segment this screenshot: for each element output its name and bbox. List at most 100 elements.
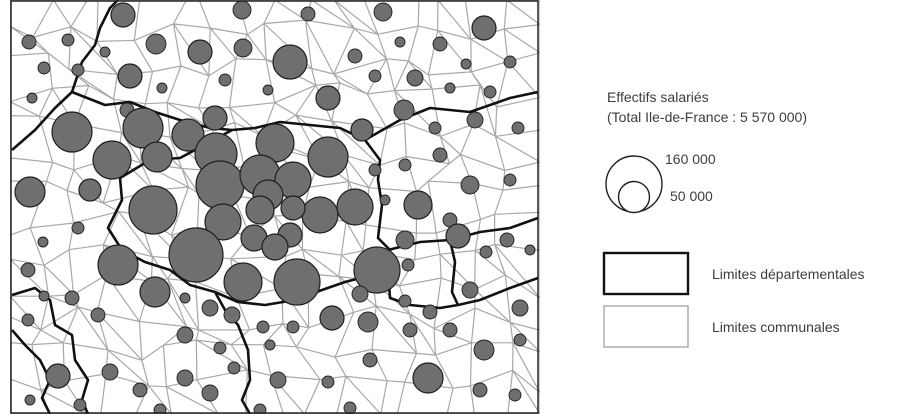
- employment-circle: [401, 258, 415, 272]
- employment-circles: [14, 0, 536, 414]
- employment-circle: [350, 118, 374, 142]
- legend-dept-label: Limites départementales: [712, 266, 865, 282]
- employment-circle: [223, 306, 241, 324]
- employment-circle: [45, 363, 71, 389]
- department-boundary-7: [457, 276, 539, 307]
- department-boundary-6: [386, 239, 460, 310]
- employment-circle: [460, 175, 480, 195]
- employment-circle: [201, 299, 219, 317]
- legend-title: Effectifs salariés: [607, 89, 709, 105]
- department-boundary-10: [11, 329, 52, 414]
- employment-circle: [202, 105, 228, 131]
- employment-circle: [179, 292, 191, 304]
- employment-circle: [319, 305, 345, 331]
- employment-circle: [398, 294, 412, 308]
- employment-circle: [444, 82, 456, 94]
- department-boundary-2: [11, 0, 119, 151]
- employment-circle: [466, 111, 484, 129]
- employment-circle: [357, 311, 379, 333]
- employment-circle: [472, 382, 488, 398]
- employment-circle: [176, 369, 194, 387]
- employment-circle: [37, 236, 49, 248]
- employment-circle: [132, 382, 148, 398]
- employment-circle: [64, 290, 80, 306]
- employment-circle: [51, 111, 93, 153]
- employment-circle: [422, 304, 438, 320]
- employment-circle: [153, 403, 167, 414]
- employment-circle: [511, 121, 525, 135]
- employment-circle: [145, 33, 167, 55]
- employment-circle: [368, 163, 382, 177]
- employment-circle: [300, 6, 316, 22]
- employment-circle: [78, 178, 102, 202]
- employment-circle: [432, 36, 448, 52]
- employment-circle: [92, 140, 132, 180]
- legend-size-small: 50 000: [670, 188, 713, 204]
- employment-circle: [73, 398, 87, 412]
- employment-circle: [273, 258, 321, 306]
- employment-circle: [90, 307, 106, 323]
- employment-circle: [353, 246, 401, 294]
- employment-circle: [97, 244, 139, 286]
- employment-circle: [336, 188, 374, 226]
- employment-circle: [122, 107, 164, 149]
- employment-circle: [218, 73, 232, 87]
- employment-circle: [117, 63, 143, 89]
- employment-circle: [99, 46, 111, 58]
- employment-circle: [403, 190, 433, 220]
- employment-circle: [362, 352, 378, 368]
- employment-circle: [269, 371, 287, 389]
- legend-circle-small: [617, 180, 651, 214]
- employment-circle: [307, 136, 349, 178]
- employment-circle: [264, 339, 276, 351]
- employment-circle: [412, 362, 444, 394]
- map-panel: [10, 0, 540, 414]
- employment-circle: [280, 195, 306, 221]
- employment-circle: [398, 158, 412, 172]
- department-boundary-9: [213, 291, 252, 414]
- employment-circle: [233, 38, 253, 58]
- employment-circle: [442, 322, 458, 338]
- employment-circle: [110, 2, 136, 28]
- employment-circle: [473, 339, 495, 361]
- employment-circle: [71, 63, 85, 77]
- employment-circle: [223, 262, 263, 302]
- employment-circle: [432, 147, 448, 163]
- employment-circle: [14, 176, 46, 208]
- employment-circle: [321, 375, 335, 389]
- employment-circle: [394, 36, 406, 48]
- employment-circle: [156, 82, 168, 94]
- legend-total: (Total Ile-de-France : 5 570 000): [607, 109, 807, 125]
- employment-circle: [272, 44, 308, 80]
- employment-circle: [445, 223, 471, 249]
- employment-circle: [461, 281, 479, 299]
- employment-circle: [204, 203, 242, 241]
- employment-circle: [428, 121, 442, 135]
- employment-circle: [508, 388, 522, 402]
- employment-circle: [483, 85, 497, 99]
- employment-circle: [128, 185, 178, 235]
- employment-circle: [513, 333, 527, 347]
- legend: Effectifs salariés (Total Ile-de-France …: [602, 89, 865, 348]
- employment-circle: [245, 195, 275, 225]
- employment-circle: [262, 84, 274, 96]
- employment-circle: [20, 262, 36, 278]
- map-frame: [10, 0, 539, 414]
- employment-circle: [195, 160, 245, 210]
- employment-circle: [460, 58, 472, 70]
- employment-circle: [379, 194, 391, 206]
- employment-circle: [511, 299, 529, 317]
- employment-circle: [347, 48, 363, 64]
- employment-circle: [402, 322, 418, 338]
- employment-circle: [499, 232, 515, 248]
- employment-circle: [232, 0, 252, 20]
- legend-size-large: 160 000: [665, 151, 716, 167]
- employment-circle: [503, 173, 517, 187]
- employment-circle: [176, 326, 194, 344]
- employment-circle: [227, 361, 241, 375]
- employment-circle: [37, 61, 51, 75]
- legend-dept-swatch: [602, 251, 690, 296]
- employment-circle: [24, 394, 36, 406]
- employment-circle: [395, 230, 415, 250]
- employment-circle: [213, 341, 227, 355]
